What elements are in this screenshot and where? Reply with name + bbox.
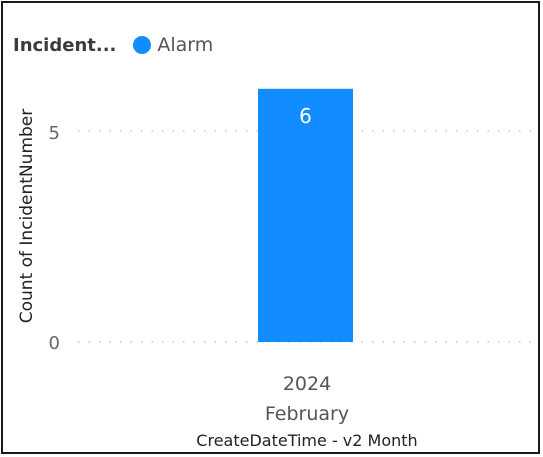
bar-alarm-2024-february[interactable]	[258, 88, 353, 342]
legend-title: Incident...	[13, 34, 117, 56]
legend-marker-alarm	[133, 36, 152, 54]
legend: Incident... Alarm	[13, 33, 213, 57]
x-tick-label-year: 2024	[283, 373, 331, 395]
y-tick-label-0: 0	[49, 333, 60, 354]
y-axis-title: Count of IncidentNumber	[17, 109, 37, 324]
data-label-bar: 6	[299, 104, 312, 128]
x-tick-label-month: February	[265, 403, 349, 425]
legend-label-alarm[interactable]: Alarm	[157, 34, 214, 56]
x-axis-title: CreateDateTime - v2 Month	[196, 431, 417, 450]
y-tick-label-5: 5	[49, 123, 60, 144]
